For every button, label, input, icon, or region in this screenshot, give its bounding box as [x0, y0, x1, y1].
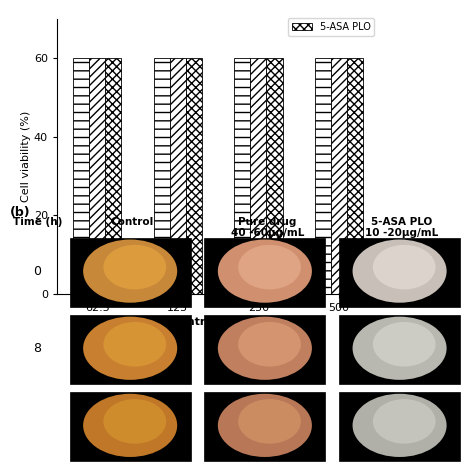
FancyBboxPatch shape	[70, 315, 191, 384]
Bar	[170, 58, 186, 294]
Ellipse shape	[218, 239, 312, 303]
Ellipse shape	[83, 317, 177, 380]
Bar	[331, 58, 347, 294]
Ellipse shape	[218, 394, 312, 457]
Text: 0: 0	[33, 264, 41, 278]
Ellipse shape	[103, 245, 166, 290]
FancyBboxPatch shape	[339, 315, 460, 384]
Bar	[347, 58, 363, 294]
Ellipse shape	[373, 245, 436, 290]
Legend: 5-ASA PLO: 5-ASA PLO	[289, 18, 374, 36]
Ellipse shape	[373, 322, 436, 366]
X-axis label: Concentration (μg/ml): Concentration (μg/ml)	[149, 317, 287, 327]
Bar	[315, 58, 331, 294]
Ellipse shape	[238, 245, 301, 290]
Ellipse shape	[353, 317, 447, 380]
Ellipse shape	[103, 399, 166, 444]
Ellipse shape	[238, 399, 301, 444]
Text: 8: 8	[33, 342, 41, 355]
Text: Pure drug
40 -60μg/mL: Pure drug 40 -60μg/mL	[230, 217, 304, 238]
FancyBboxPatch shape	[204, 315, 325, 384]
Ellipse shape	[353, 394, 447, 457]
Bar	[154, 58, 170, 294]
Ellipse shape	[218, 317, 312, 380]
Y-axis label: Cell viability (%): Cell viability (%)	[21, 111, 31, 202]
Text: (b): (b)	[9, 206, 30, 219]
Bar	[73, 58, 89, 294]
Text: Time (h): Time (h)	[13, 217, 62, 227]
FancyBboxPatch shape	[339, 238, 460, 307]
FancyBboxPatch shape	[70, 392, 191, 461]
Ellipse shape	[83, 394, 177, 457]
Bar	[186, 58, 202, 294]
FancyBboxPatch shape	[339, 392, 460, 461]
Bar	[89, 58, 105, 294]
Text: 5-ASA PLO
10 -20μg/mL: 5-ASA PLO 10 -20μg/mL	[365, 217, 438, 238]
Ellipse shape	[353, 239, 447, 303]
Ellipse shape	[103, 322, 166, 366]
Bar	[234, 58, 250, 294]
Ellipse shape	[83, 239, 177, 303]
FancyBboxPatch shape	[204, 238, 325, 307]
FancyBboxPatch shape	[70, 238, 191, 307]
Bar	[105, 58, 121, 294]
FancyBboxPatch shape	[204, 392, 325, 461]
Bar	[250, 58, 266, 294]
Ellipse shape	[373, 399, 436, 444]
Bar	[266, 58, 283, 294]
Ellipse shape	[238, 322, 301, 366]
Text: Control: Control	[111, 217, 154, 227]
